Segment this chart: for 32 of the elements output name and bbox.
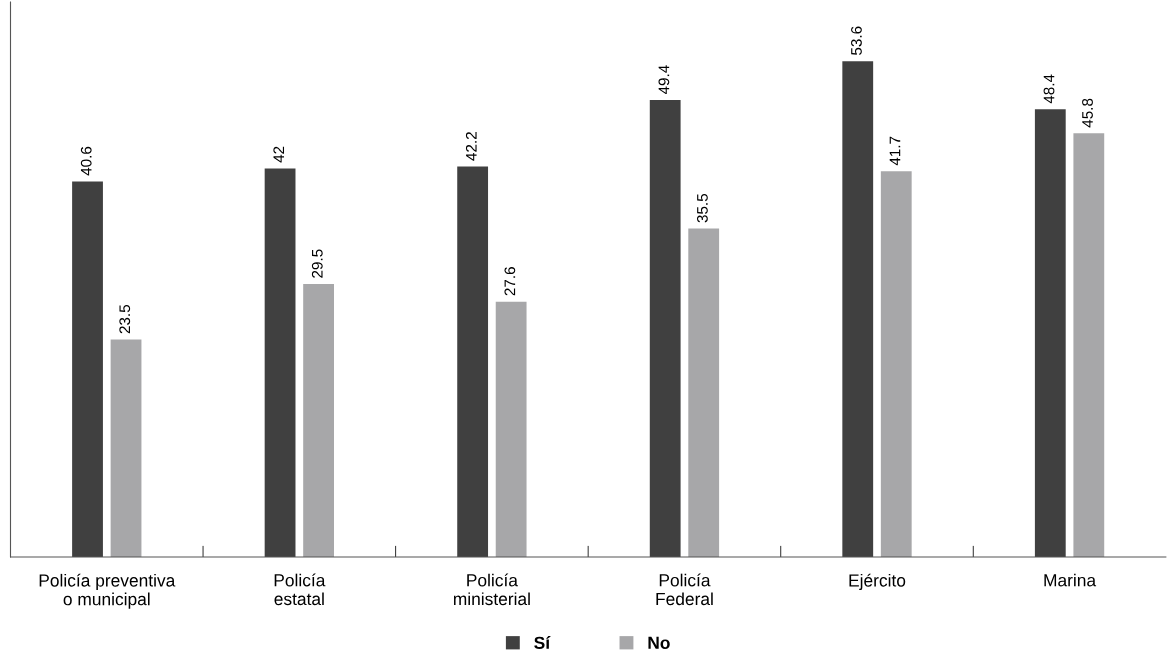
x-tick-label: Ejército — [849, 573, 906, 591]
bar — [1073, 133, 1105, 558]
bar — [72, 181, 103, 558]
data-label: 40.6 — [80, 146, 92, 176]
x-tick-label: Policía estatal — [274, 573, 326, 606]
bar — [264, 168, 296, 558]
data-label: 48.4 — [1043, 74, 1055, 104]
data-label: 49.4 — [658, 65, 670, 95]
bar — [1034, 109, 1066, 558]
x-tick-label: Policía preventiva o municipal — [39, 573, 176, 609]
bar — [495, 301, 527, 558]
legend-label: Sí — [534, 636, 551, 649]
bar — [842, 61, 874, 558]
data-label: 42 — [273, 146, 285, 163]
data-label: 35.5 — [696, 193, 708, 223]
data-label: 45.8 — [1082, 98, 1093, 128]
data-label: 53.6 — [851, 26, 862, 55]
bar — [688, 228, 720, 558]
bar — [649, 100, 681, 558]
legend-label: No — [648, 636, 670, 649]
x-tick-label: Policía Federal — [656, 573, 713, 606]
x-tick-label: Policía ministerial — [453, 573, 530, 606]
data-label: 23.5 — [119, 304, 131, 334]
bar — [880, 171, 912, 558]
data-label: 29.5 — [311, 249, 323, 278]
bar — [457, 166, 489, 558]
data-label: 27.6 — [504, 267, 516, 296]
data-label: 42.2 — [465, 132, 477, 161]
x-tick-label: Marina — [1044, 573, 1097, 587]
data-label: 41.7 — [889, 136, 901, 166]
bar — [303, 284, 334, 558]
bar — [110, 339, 142, 558]
